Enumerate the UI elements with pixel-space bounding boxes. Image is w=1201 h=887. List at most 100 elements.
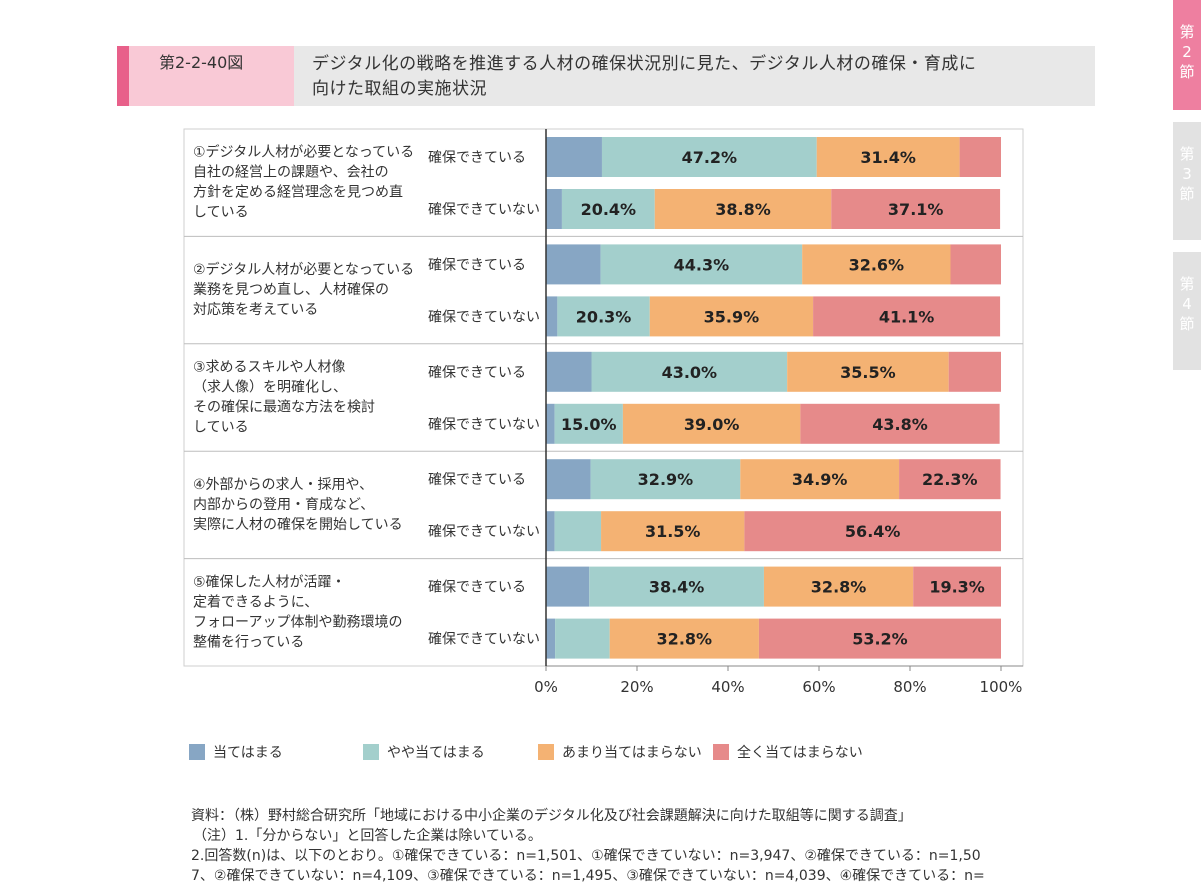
bar-segment bbox=[740, 459, 900, 500]
bar-segment bbox=[546, 137, 602, 177]
data-label: 32.9% bbox=[638, 470, 694, 489]
bar-segment bbox=[654, 189, 832, 229]
x-tick-label: 60% bbox=[802, 678, 835, 696]
bar-segment bbox=[555, 618, 610, 659]
section-tab-4[interactable]: 第 4 節 bbox=[1173, 252, 1201, 370]
group-label-line: している bbox=[193, 205, 249, 221]
data-label: 15.0% bbox=[561, 415, 617, 434]
figure-title: デジタル化の戦略を推進する人材の確保状況別に見た、デジタル人材の確保・育成に 向… bbox=[294, 46, 1095, 106]
group-label-line: フォローアップ体制や勤務環境の bbox=[193, 614, 402, 630]
legend-swatch bbox=[713, 744, 729, 760]
status-label: 確保できている bbox=[428, 150, 526, 166]
bar-segment bbox=[950, 244, 1001, 285]
bar-segment bbox=[546, 351, 592, 392]
data-label: 32.8% bbox=[811, 578, 867, 597]
bar-segment bbox=[546, 511, 555, 552]
section-tab-3-char: 節 bbox=[1179, 185, 1195, 203]
x-tick-label: 100% bbox=[980, 678, 1023, 696]
status-label: 確保できていない bbox=[428, 417, 540, 433]
figure-title-line2: 向けた取組の実施状況 bbox=[312, 79, 487, 99]
data-label: 31.5% bbox=[645, 522, 701, 541]
data-label: 19.3% bbox=[929, 578, 985, 597]
data-label: 47.2% bbox=[682, 148, 738, 167]
bar-segment bbox=[649, 296, 814, 337]
section-tab-2-char: 第 bbox=[1179, 23, 1195, 41]
bar-segment bbox=[899, 459, 1001, 500]
group-label-line: している bbox=[193, 420, 249, 436]
group-label-line: その確保に最適な方法を検討 bbox=[193, 399, 375, 416]
data-label: 37.1% bbox=[888, 200, 944, 219]
bar-segment bbox=[913, 566, 1001, 607]
group-label-line: 内部からの登用・育成など、 bbox=[193, 497, 374, 513]
group-label-line: 業務を見つめ直し、人材確保の bbox=[193, 281, 389, 298]
data-label: 53.2% bbox=[852, 630, 908, 649]
bar-segment bbox=[546, 459, 591, 500]
status-label: 確保できていない bbox=[428, 632, 540, 648]
data-label: 20.3% bbox=[576, 307, 632, 326]
bar-segment bbox=[546, 244, 601, 285]
group-label-line: 方針を定める経営理念を見つめ直 bbox=[193, 184, 403, 201]
data-label: 38.8% bbox=[715, 200, 771, 219]
x-tick-label: 80% bbox=[893, 678, 926, 696]
bar-segment bbox=[600, 244, 803, 285]
section-tab-2-char: 節 bbox=[1179, 63, 1195, 81]
status-label: 確保できている bbox=[428, 365, 526, 381]
bar-segment bbox=[546, 566, 590, 607]
bar-segment bbox=[802, 244, 951, 285]
figure-header: 第2-2-40図 デジタル化の戦略を推進する人材の確保状況別に見た、デジタル人材… bbox=[117, 46, 1095, 106]
bar-segment bbox=[546, 296, 558, 337]
legend-swatch bbox=[538, 744, 554, 760]
bar-segment bbox=[601, 137, 817, 177]
legend-item-amari: あまり当てはまらない bbox=[538, 742, 702, 762]
data-label: 22.3% bbox=[922, 470, 978, 489]
bar-segment bbox=[831, 189, 1001, 229]
legend-swatch bbox=[363, 744, 379, 760]
legend-item-atehamaru: 当てはまる bbox=[189, 742, 283, 762]
legend-item-yaya: やや当てはまる bbox=[363, 742, 485, 762]
x-tick-label: 20% bbox=[620, 678, 653, 696]
data-label: 43.8% bbox=[872, 415, 928, 434]
bar-segment bbox=[787, 351, 949, 392]
group-label-line: 定着できるように、 bbox=[193, 594, 318, 610]
status-label: 確保できている bbox=[428, 257, 526, 273]
data-label: 56.4% bbox=[845, 522, 901, 541]
section-tab-3[interactable]: 第 3 節 bbox=[1173, 122, 1201, 240]
bar-segment bbox=[763, 566, 914, 607]
figure-number: 第2-2-40図 bbox=[129, 46, 294, 106]
header-accent-bar bbox=[117, 46, 129, 106]
section-tab-2-char: 2 bbox=[1182, 43, 1192, 61]
legend-label: あまり当てはまらない bbox=[562, 745, 702, 761]
group-label-line: ④外部からの求人・採用や、 bbox=[193, 477, 373, 493]
figure-title-line1: デジタル化の戦略を推進する人材の確保状況別に見た、デジタル人材の確保・育成に bbox=[312, 54, 977, 74]
group-label-line: 自社の経営上の課題や、会社の bbox=[193, 165, 389, 181]
data-label: 41.1% bbox=[879, 307, 935, 326]
status-label: 確保できていない bbox=[428, 202, 540, 218]
x-tick-label: 0% bbox=[534, 678, 558, 696]
bar-segment bbox=[561, 189, 655, 229]
group-label-line: ①デジタル人材が必要となっている bbox=[193, 144, 414, 161]
bar-segment bbox=[800, 403, 1000, 444]
data-label: 31.4% bbox=[860, 148, 916, 167]
section-tab-2[interactable]: 第 2 節 bbox=[1173, 0, 1201, 110]
group-label-line: ③求めるスキルや人材像 bbox=[193, 360, 346, 376]
group-label-line: 実際に人材の確保を開始している bbox=[193, 517, 403, 533]
source-note: 資料：（株）野村総合研究所「地域における中小企業のデジタル化及び社会課題解決に向… bbox=[191, 808, 912, 824]
section-tab-3-char: 第 bbox=[1179, 145, 1195, 163]
bar-segment bbox=[546, 189, 562, 229]
legend-label: 全く当てはまらない bbox=[737, 745, 863, 761]
x-tick-label: 40% bbox=[711, 678, 744, 696]
legend-item-mattaku: 全く当てはまらない bbox=[713, 742, 863, 762]
data-label: 32.6% bbox=[849, 255, 905, 274]
bar-segment bbox=[744, 511, 1001, 552]
group-label-line: ⑤確保した人材が活躍・ bbox=[193, 574, 346, 590]
bar-segment bbox=[601, 511, 745, 552]
legend-label: 当てはまる bbox=[213, 745, 283, 761]
legend-swatch bbox=[189, 744, 205, 760]
data-label: 39.0% bbox=[684, 415, 740, 434]
bar-segment bbox=[609, 618, 759, 659]
data-label: 44.3% bbox=[674, 255, 730, 274]
bar-segment bbox=[546, 618, 556, 659]
bar-segment bbox=[959, 137, 1001, 177]
bar-segment bbox=[948, 351, 1001, 392]
bar-segment bbox=[591, 351, 788, 392]
